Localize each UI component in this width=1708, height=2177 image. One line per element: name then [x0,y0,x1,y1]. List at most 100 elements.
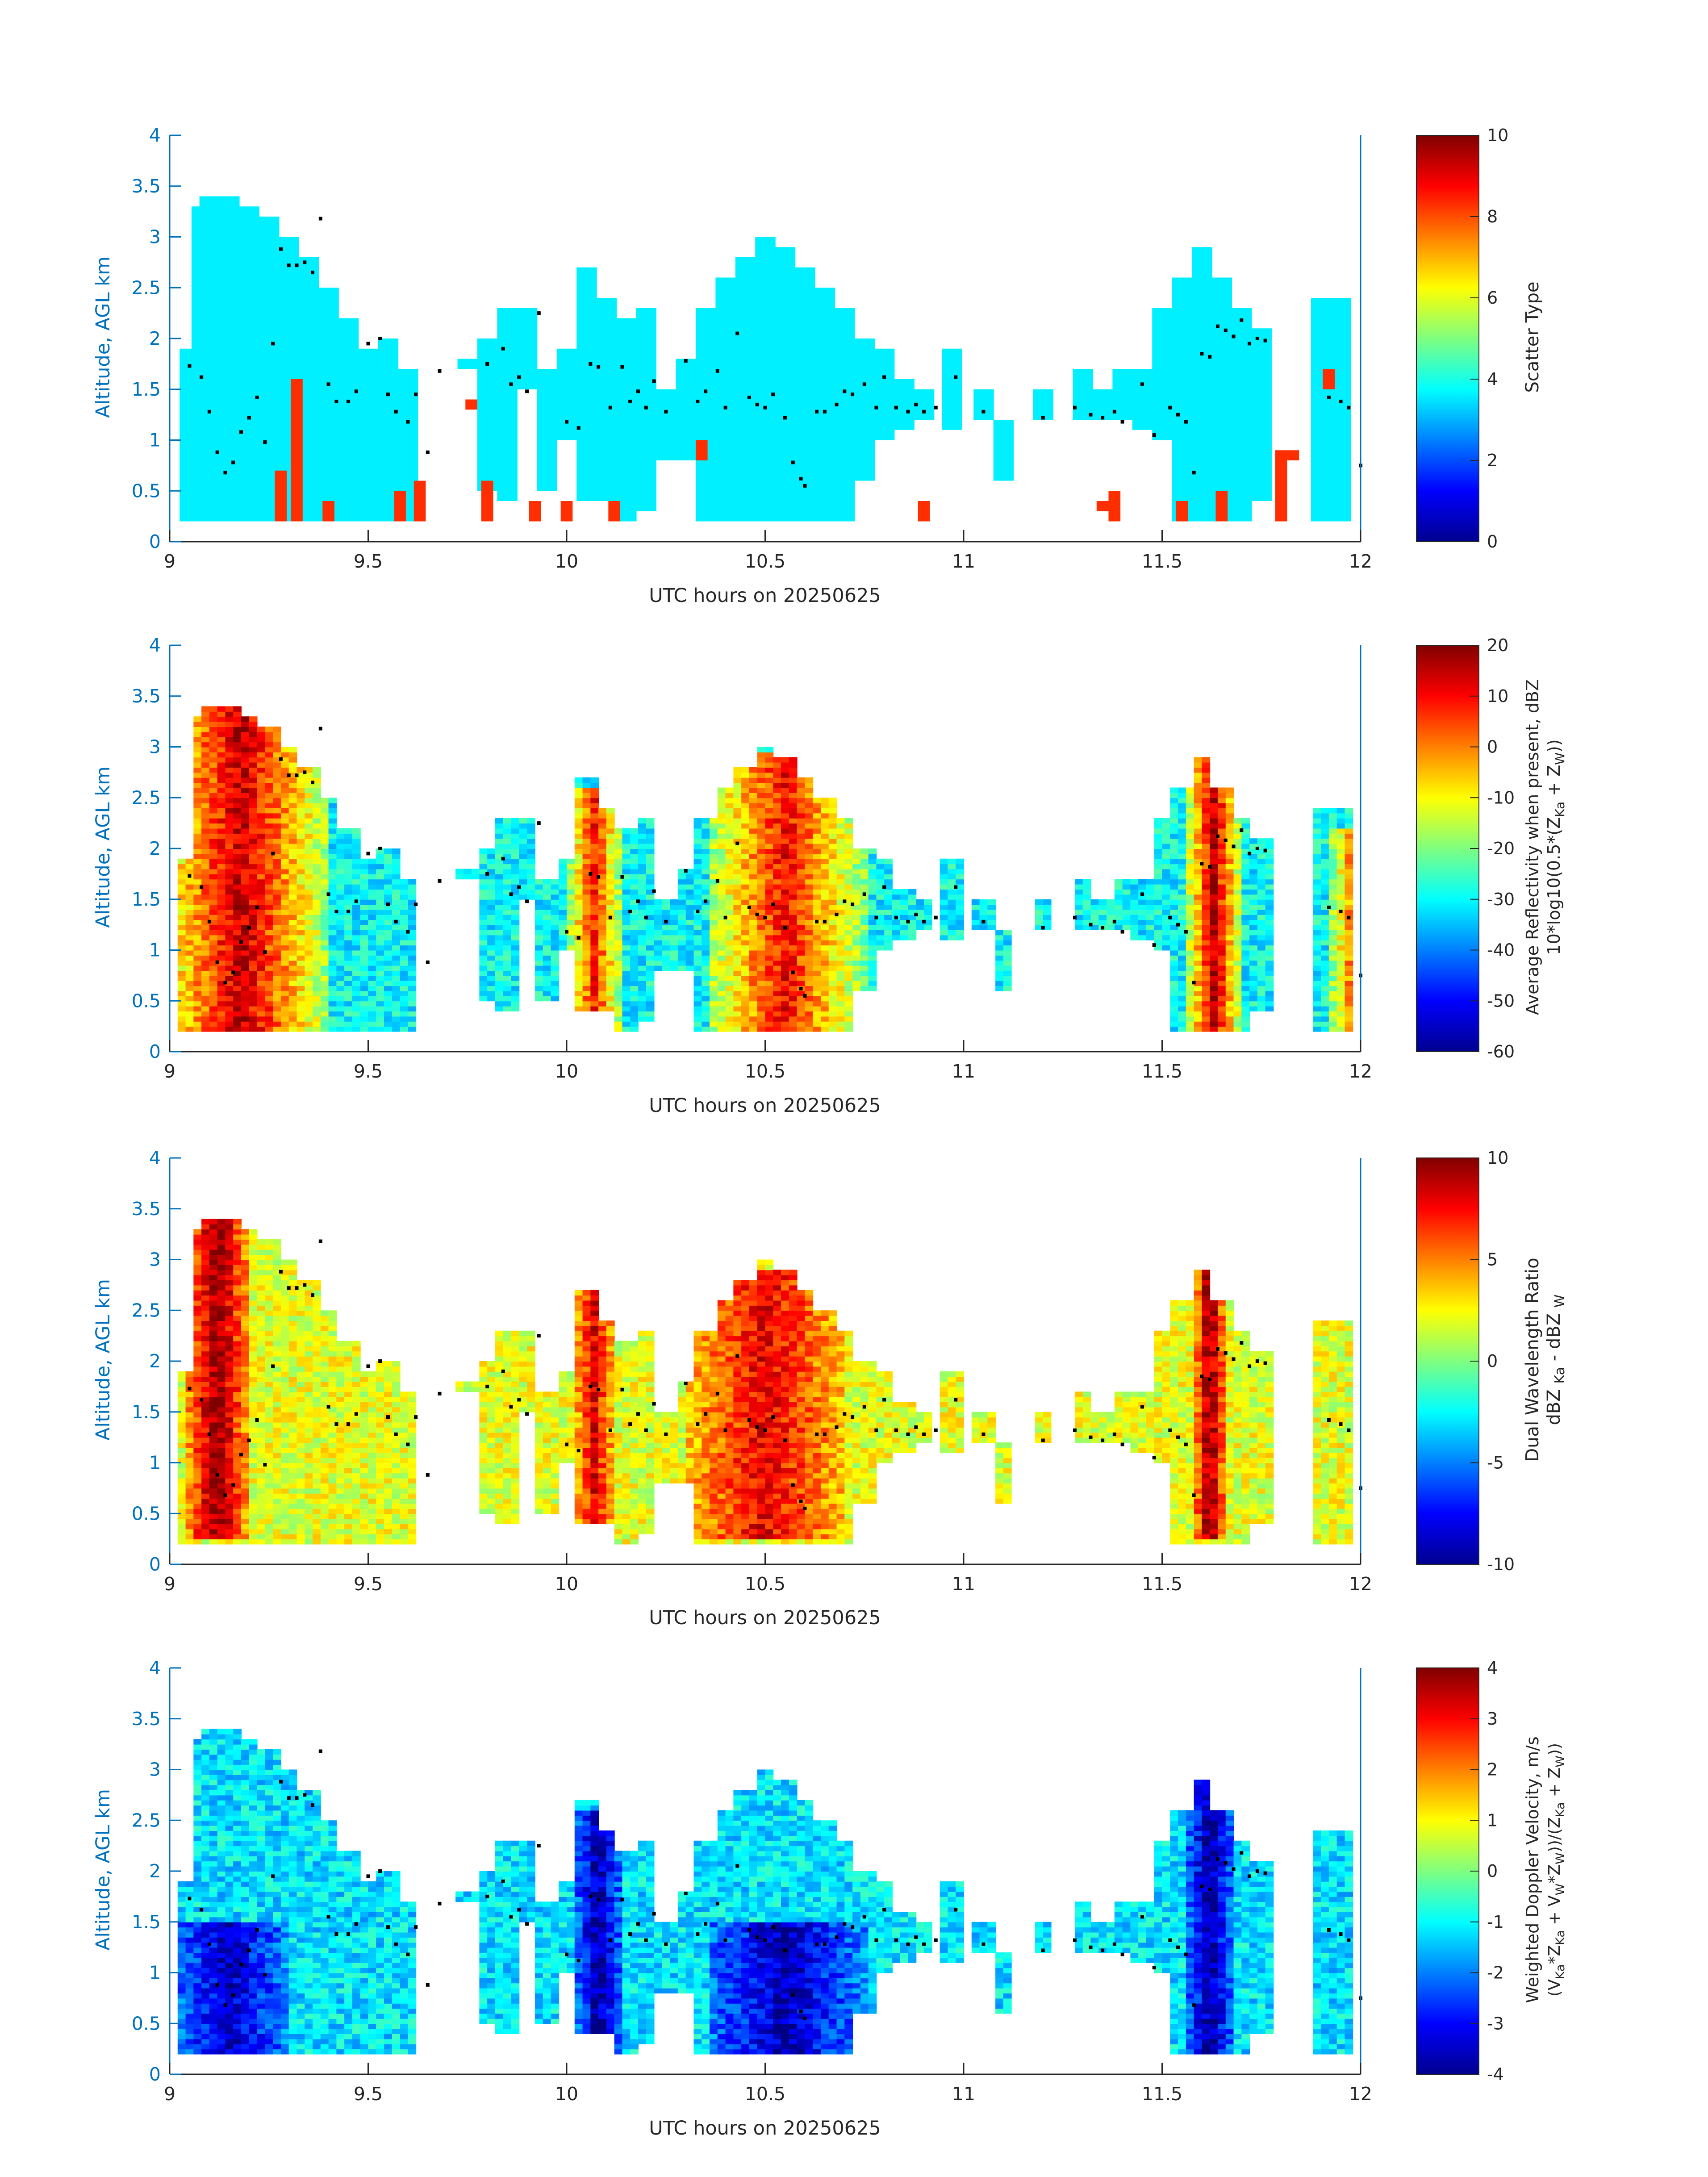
heatmap-cell [749,798,758,803]
heatmap-cell [408,940,417,946]
heatmap-cell [360,1001,369,1007]
heatmap-cell [574,869,583,874]
heatmap-cell [1241,864,1250,869]
heatmap-cell [273,940,281,946]
heatmap-cell [1225,914,1234,920]
heatmap-cell [590,889,599,895]
heatmap-cell [296,935,305,940]
overlay-point [1208,355,1212,359]
heatmap-cell [876,919,885,925]
heatmap-cell [884,873,893,880]
heatmap-cell [360,889,369,895]
heatmap-cell [201,742,210,748]
heatmap-cell [1257,919,1266,925]
heatmap-cell [209,752,218,758]
heatmap-cell [852,853,861,859]
heatmap-cell [344,965,353,971]
x-axis-label: UTC hours on 20250625 [649,1095,881,1117]
heatmap-cell [702,848,710,854]
overlay-point [783,926,787,930]
heatmap-cell [828,838,837,844]
heatmap-cell [1202,909,1211,915]
heatmap-cell [233,767,242,773]
heatmap-cell [1178,955,1186,961]
heatmap-cell [535,955,543,961]
heatmap-cell [1194,986,1203,991]
heatmap-cell [805,889,814,895]
heatmap-cell [654,909,663,915]
heatmap-cell [352,869,361,874]
heatmap-cell [606,930,615,936]
heatmap-cell [511,945,520,951]
heatmap-cell [479,960,488,966]
heatmap-cell [614,1016,623,1022]
heatmap-cell [1313,838,1322,844]
heatmap-cell [249,894,258,900]
heatmap-cell [296,914,305,920]
heatmap-cell [193,1234,202,1240]
heatmap-cell [741,1011,750,1017]
heatmap-cell [1241,990,1250,996]
heatmap-cell [217,864,226,869]
heatmap-cell [288,960,297,966]
heatmap-cell [844,889,853,895]
heatmap-cell [876,914,885,920]
heatmap-cell [900,904,909,910]
heatmap-cell [828,960,837,966]
heatmap-cell [1178,802,1186,808]
heatmap-cell [249,777,258,783]
heatmap-cell [1114,919,1123,925]
heatmap-cell [1321,828,1329,834]
heatmap-cell [1194,792,1203,798]
heatmap-cell [1313,990,1322,996]
heatmap-cell [193,1513,202,1519]
heatmap-cell [265,752,274,758]
heatmap-cell [781,777,789,783]
heatmap-cell [543,995,551,1002]
heatmap-cell [1138,879,1147,885]
heatmap-cell [582,1001,591,1007]
heatmap-cell-minor [1108,491,1121,522]
heatmap-cell [852,945,861,951]
heatmap-cell [574,802,583,808]
heatmap-cell [193,1447,202,1453]
heatmap-cell [241,848,250,854]
heatmap-cell [614,869,623,874]
heatmap-cell [1345,864,1353,869]
heatmap-cell [630,873,639,880]
heatmap-cell [1225,909,1234,915]
heatmap-cell [217,884,226,890]
heatmap-cell [384,894,393,900]
heatmap-cell [233,706,242,712]
heatmap-cell [376,919,385,925]
heatmap-cell [725,975,734,981]
overlay-point [1347,915,1351,919]
heatmap-cell [193,1229,202,1235]
heatmap-cell [1345,1006,1353,1011]
heatmap-cell [1194,772,1203,778]
heatmap-cell [590,995,599,1002]
heatmap-cell [177,1498,186,1504]
heatmap-cell [828,986,837,991]
heatmap-cell [535,960,543,966]
heatmap-cell [1321,808,1329,814]
heatmap-cell [773,975,782,981]
heatmap-cell [844,828,853,834]
heatmap-cell [313,899,321,905]
heatmap-cell [733,787,742,793]
heatmap-cell [868,848,877,854]
heatmap-cell [1225,1011,1234,1017]
heatmap-cell [1114,904,1123,910]
heatmap-cell [487,899,496,905]
heatmap-cell [313,950,321,956]
heatmap-cell [574,980,583,986]
heatmap-cell [820,950,829,956]
overlay-point [755,402,759,406]
heatmap-cell [630,904,639,910]
heatmap-cell [225,731,234,737]
heatmap-cell [1202,757,1211,763]
heatmap-cell [820,904,829,910]
heatmap-cell [217,787,226,793]
heatmap-cell [193,1249,202,1255]
heatmap-cell [328,940,337,946]
